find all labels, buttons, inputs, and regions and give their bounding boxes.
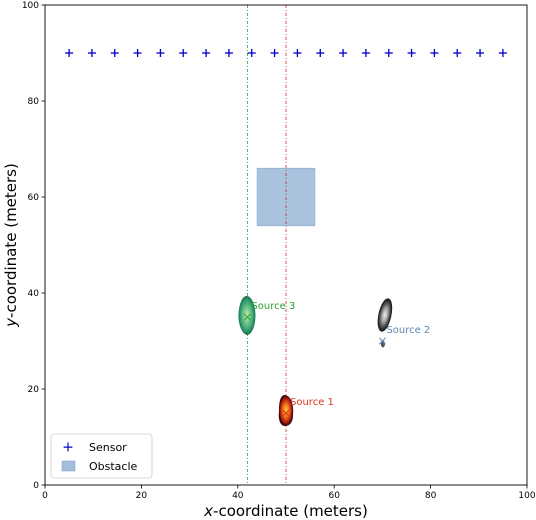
x-axis-title: x-coordinate (meters) xyxy=(203,502,368,520)
source-2-marker: × xyxy=(377,334,387,348)
sensor-marker-20 xyxy=(498,49,507,57)
y-tick-label: 40 xyxy=(28,289,40,299)
legend-sensor-label: Sensor xyxy=(89,441,127,454)
source-2-density-tail xyxy=(380,340,385,348)
sensor-marker-3 xyxy=(110,49,119,57)
y-axis-title: y-coordinate (meters) xyxy=(2,163,20,328)
source-2-label: Source 2 xyxy=(386,325,430,336)
sensor-marker-2 xyxy=(87,49,96,57)
legend-obstacle-label: Obstacle xyxy=(89,460,138,473)
source-2-density xyxy=(377,298,393,332)
sensor-marker-4 xyxy=(133,49,142,57)
source-1-marker: × xyxy=(281,406,291,420)
sensor-marker-17 xyxy=(430,49,439,57)
source-1-density xyxy=(278,395,294,426)
sensor-marker-6 xyxy=(179,49,188,57)
sensor-marker-5 xyxy=(156,49,165,57)
sensor-marker-11 xyxy=(293,49,302,57)
y-tick-label: 100 xyxy=(22,1,39,11)
sensor-marker-19 xyxy=(476,49,485,57)
sensor-marker-13 xyxy=(339,49,348,57)
x-tick-label: 80 xyxy=(425,491,437,501)
x-tick-label: 0 xyxy=(42,491,48,501)
sensor-marker-12 xyxy=(316,49,325,57)
sensor-marker-7 xyxy=(202,49,211,57)
x-tick-label: 100 xyxy=(518,491,535,501)
legend-sensor-marker: + xyxy=(62,440,74,456)
x-tick-label: 60 xyxy=(328,491,340,501)
plot-frame xyxy=(44,4,528,486)
sensor-marker-8 xyxy=(224,49,233,57)
y-tick-label: 0 xyxy=(33,481,39,491)
y-tick-label: 80 xyxy=(28,97,40,107)
legend-box xyxy=(50,433,153,479)
source-3-label: Source 3 xyxy=(251,301,295,312)
sensor-marker-10 xyxy=(270,49,279,57)
source-3-density xyxy=(238,296,256,335)
source-1-label: Source 1 xyxy=(290,397,334,408)
sensor-marker-9 xyxy=(247,49,256,57)
x-tick-label: 40 xyxy=(232,491,244,501)
y-tick-label: 60 xyxy=(28,193,40,203)
sensor-marker-1 xyxy=(65,49,74,57)
x-tick-label: 20 xyxy=(136,491,148,501)
sensor-marker-16 xyxy=(407,49,416,57)
source-3-marker: × xyxy=(242,310,252,324)
legend-obstacle-swatch xyxy=(61,460,76,472)
sensor-marker-14 xyxy=(361,49,370,57)
sensor-marker-15 xyxy=(384,49,393,57)
sensor-marker-18 xyxy=(453,49,462,57)
y-tick-label: 20 xyxy=(28,385,40,395)
legend: + Sensor Obstacle xyxy=(50,433,153,479)
